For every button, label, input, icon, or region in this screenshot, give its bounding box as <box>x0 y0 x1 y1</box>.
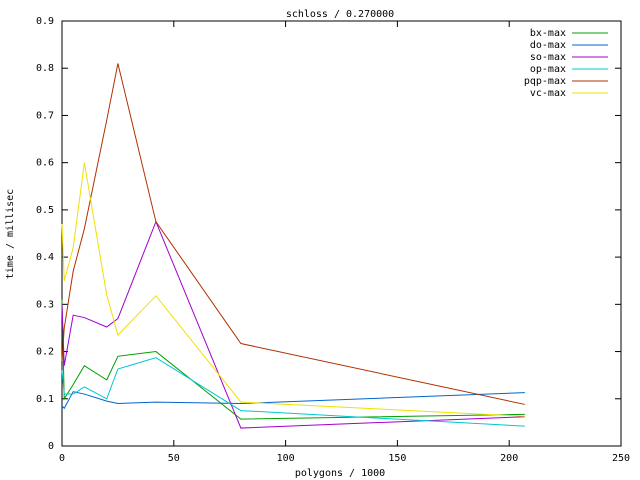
legend-label: do-max <box>530 40 566 51</box>
x-tick-label: 100 <box>277 453 295 464</box>
legend-label: so-max <box>530 52 566 63</box>
y-tick-label: 0.9 <box>36 16 54 27</box>
series-line <box>61 357 525 427</box>
y-tick-label: 0 <box>48 441 54 452</box>
y-axis-label: time / millisec <box>5 189 16 279</box>
x-tick-label: 250 <box>612 453 630 464</box>
x-axis-label: polygons / 1000 <box>295 468 385 479</box>
y-tick-label: 0.2 <box>36 347 54 358</box>
legend-label: op-max <box>530 64 566 75</box>
x-tick-label: 150 <box>388 453 406 464</box>
y-tick-label: 0.8 <box>36 63 54 74</box>
series-line <box>61 63 525 405</box>
legend-label: pqp-max <box>524 76 566 87</box>
chart-title: schloss / 0.270000 <box>286 9 394 20</box>
y-tick-label: 0.5 <box>36 205 54 216</box>
y-tick-label: 0.4 <box>36 252 54 263</box>
series-line <box>61 391 525 410</box>
legend-label: vc-max <box>530 88 566 99</box>
x-tick-label: 0 <box>59 453 65 464</box>
x-tick-label: 200 <box>500 453 518 464</box>
legend-label: bx-max <box>530 28 566 39</box>
series-line <box>61 162 525 417</box>
y-tick-label: 0.3 <box>36 299 54 310</box>
y-tick-label: 0.7 <box>36 110 54 121</box>
y-tick-label: 0.6 <box>36 158 54 169</box>
x-tick-label: 50 <box>168 453 180 464</box>
series-line <box>61 220 525 429</box>
y-tick-label: 0.1 <box>36 394 54 405</box>
